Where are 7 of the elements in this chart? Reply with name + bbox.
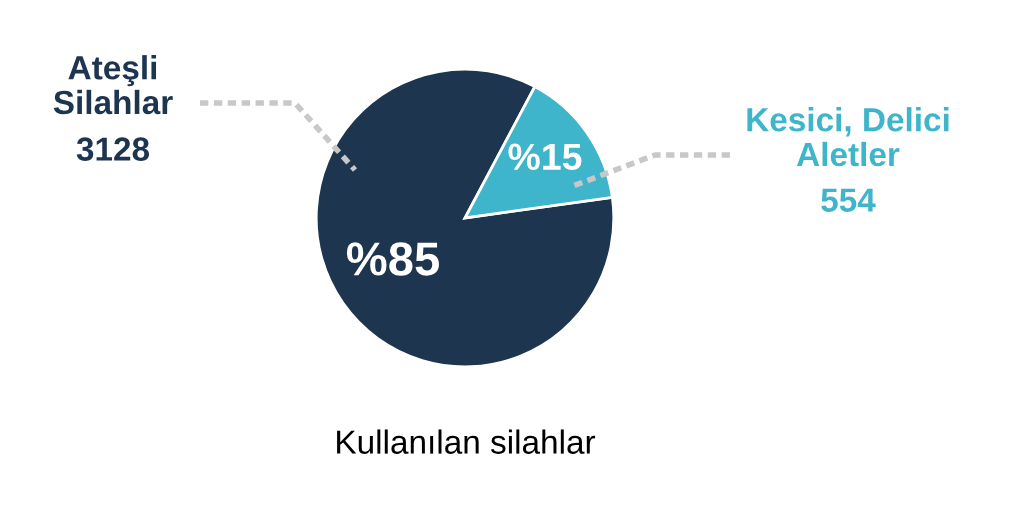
slice-label: Ateşli Silahlar [53, 55, 173, 115]
data-label: %85 [346, 242, 439, 276]
text: 554 [821, 188, 876, 212]
data-label: %15 [508, 143, 582, 171]
text: Kullanılan silahlar [337, 429, 596, 454]
text: 3128 [76, 137, 150, 161]
slice-label: Kesici, Delici Aletler [747, 107, 949, 167]
